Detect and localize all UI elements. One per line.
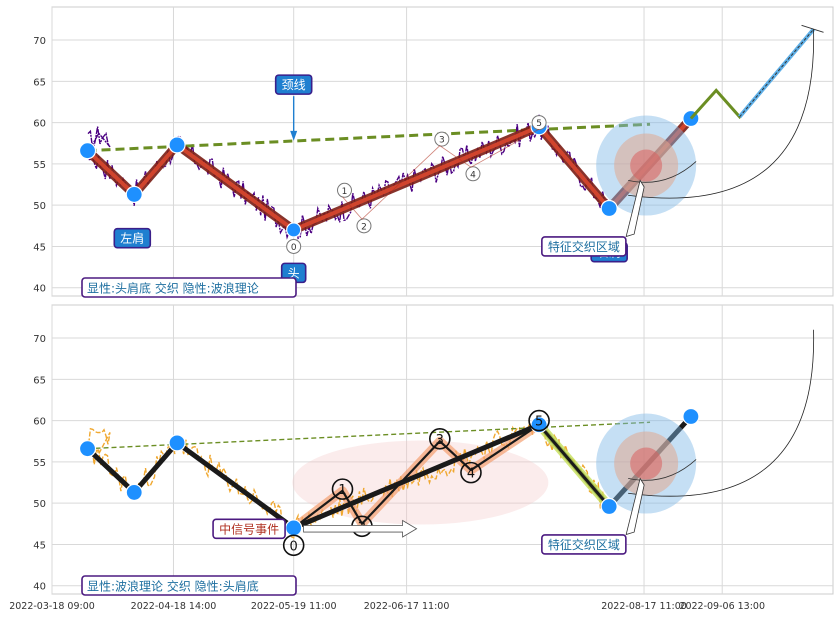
wave-label: 1 — [342, 187, 348, 197]
wave-label-circle — [331, 478, 354, 500]
y-tick-label: 60 — [33, 119, 46, 130]
x-tick-label: 2022-06-17 11:00 — [364, 601, 450, 612]
x-axis: 2022-03-18 09:00 2022-04-18 14:00 2022-05-… — [9, 601, 765, 612]
caption-box — [81, 575, 297, 596]
top-panel: 40455055606570012345颈线左肩头右肩特征交织区域显性:头肩底 … — [33, 6, 834, 298]
crossing-area-inner — [630, 447, 663, 480]
pattern-point — [125, 483, 143, 502]
wave-label-circle — [460, 461, 482, 484]
wave-label: 5 — [535, 415, 543, 430]
wave-label: 3 — [439, 136, 445, 146]
pattern-point — [78, 142, 97, 160]
x-tick-label: 2022-05-19 11:00 — [251, 601, 337, 612]
y-tick-label: 65 — [33, 77, 46, 88]
wave-label: 5 — [536, 119, 542, 129]
y-tick-label: 65 — [33, 375, 46, 386]
pattern-point — [78, 440, 97, 458]
pattern-label: 左肩 — [120, 231, 144, 246]
feature-area-label-box — [541, 534, 627, 555]
pattern-label: 颈线 — [282, 78, 306, 92]
y-tick-label: 50 — [33, 499, 46, 510]
wave-label: 3 — [436, 433, 444, 448]
pattern-point — [600, 497, 618, 516]
pattern-point — [530, 416, 548, 434]
wave-label: 4 — [467, 467, 475, 482]
wave-label-circle — [528, 409, 550, 432]
pattern-point — [682, 407, 700, 426]
x-tick-label: 2022-08-17 11:00 — [601, 601, 687, 612]
projection-arc — [628, 329, 814, 497]
y-tick-label: 50 — [33, 201, 46, 212]
wave-label-circle — [356, 218, 372, 234]
wave-label: 0 — [291, 243, 297, 253]
neckline — [87, 122, 651, 153]
inner-arc — [628, 459, 697, 481]
wave-label-circle — [434, 131, 450, 147]
wave-label-circle — [429, 427, 451, 450]
y-tick-label: 45 — [33, 242, 46, 253]
panel-caption: 显性:头肩底 交织 隐性:波浪理论 — [87, 281, 259, 296]
pointer-arrow — [625, 179, 645, 238]
panel-caption: 显性:波浪理论 交织 隐性:头肩底 — [87, 579, 259, 594]
wave-label-circle — [286, 238, 302, 254]
crossing-area-inner — [630, 149, 663, 182]
wave-label: 1 — [338, 483, 346, 498]
pattern-label: 头 — [288, 266, 300, 280]
y-tick-label: 60 — [33, 417, 46, 428]
projection-arc — [628, 29, 814, 199]
inner-arc — [628, 161, 697, 183]
wave-label-circle — [337, 182, 353, 198]
y-tick-label: 70 — [33, 36, 46, 47]
feature-area-label-box — [541, 236, 627, 257]
pattern-label-box — [113, 227, 152, 249]
pointer-arrow — [625, 477, 645, 536]
shoulder-line — [537, 423, 611, 508]
caption-box — [81, 277, 297, 298]
signal-event-label-box — [212, 518, 286, 540]
pattern-point — [168, 434, 186, 452]
signal-arrow — [303, 519, 418, 538]
projection-cap — [801, 24, 824, 33]
pattern-point — [168, 136, 186, 154]
y-tick-label: 55 — [33, 458, 46, 469]
pattern-point — [125, 185, 143, 204]
y-tick-label: 40 — [33, 284, 46, 295]
pattern-point — [600, 199, 618, 218]
y-tick-label: 55 — [33, 160, 46, 171]
wave-label: 4 — [470, 170, 476, 180]
neckline-arrowhead — [290, 130, 298, 141]
x-tick-label: 2022-09-06 13:00 — [679, 601, 765, 612]
wave-label-circle — [282, 534, 305, 557]
x-tick-label: 2022-04-18 14:00 — [131, 601, 217, 612]
wave-connector — [342, 128, 540, 220]
pattern-point — [285, 519, 303, 537]
wave-label-circle — [465, 166, 481, 182]
pattern-point — [286, 222, 302, 238]
feature-area-label: 特征交织区域 — [548, 537, 620, 552]
signal-event-label: 中信号事件 — [219, 521, 279, 536]
y-tick-label: 70 — [33, 334, 46, 345]
wave-label: 0 — [290, 539, 298, 554]
x-tick-label: 2022-03-18 09:00 — [9, 601, 95, 612]
feature-area-label: 特征交织区域 — [548, 239, 620, 254]
projection-target-dash — [739, 28, 814, 118]
bottom-panel: 40455055606570012345中信号事件特征交织区域显性:波浪理论 交… — [33, 304, 834, 596]
y-tick-label: 40 — [33, 582, 46, 593]
neckline — [87, 421, 651, 450]
pattern-label-box — [274, 74, 313, 95]
wave-label: 2 — [361, 222, 367, 232]
y-tick-label: 45 — [33, 540, 46, 551]
